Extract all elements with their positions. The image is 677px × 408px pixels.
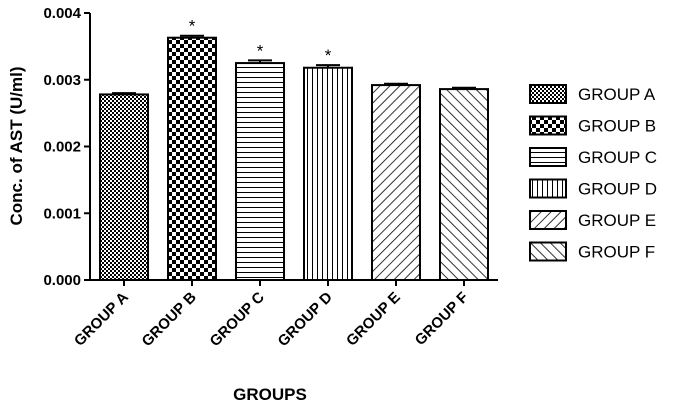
legend-item: GROUP A: [529, 84, 656, 104]
legend-label: GROUP A: [578, 85, 656, 104]
bar: [439, 88, 489, 281]
legend-label: GROUP E: [578, 211, 656, 230]
legend-item: GROUP B: [529, 115, 656, 136]
x-axis: GROUP A GROUP B GROUP C GROUP D GROUP E GROUP…: [71, 279, 498, 350]
significance-marker: *: [257, 41, 264, 60]
legend-item: GROUP D: [529, 178, 657, 199]
y-axis-title: Conc. of AST (U/ml): [7, 67, 26, 226]
y-tick-label: 0.000: [43, 272, 81, 289]
significance-marker: *: [189, 17, 196, 36]
significance-marker: *: [325, 46, 332, 65]
legend-swatch: [529, 178, 567, 199]
legend-swatch: [529, 241, 567, 262]
bar: [303, 66, 353, 281]
legend-label: GROUP C: [578, 148, 657, 167]
legend-label: GROUP D: [578, 180, 657, 199]
y-axis: 0.000 0.001 0.002 0.003 0.004: [43, 5, 91, 289]
bar: [99, 93, 149, 281]
bar: [167, 36, 217, 282]
legend: GROUP A GROUP B GROUP C GROUP D GROUP E GROUP…: [529, 84, 657, 262]
legend-item: GROUP C: [529, 147, 657, 167]
x-tick-label: GROUP D: [274, 289, 335, 350]
x-tick-label: GROUP B: [138, 289, 199, 350]
legend-label: GROUP F: [578, 243, 655, 262]
bar: [371, 84, 421, 281]
legend-label: GROUP B: [578, 117, 656, 136]
plot-area: * * *: [99, 17, 489, 282]
x-tick-label: GROUP A: [71, 289, 132, 350]
y-tick-label: 0.001: [43, 205, 81, 222]
x-tick-label: GROUP E: [343, 289, 404, 350]
legend-item: GROUP E: [529, 210, 656, 230]
y-tick-label: 0.002: [43, 139, 81, 156]
legend-swatch: [529, 84, 567, 104]
legend-item: GROUP F: [529, 241, 655, 262]
legend-swatch: [529, 115, 567, 136]
x-tick-label: GROUP C: [206, 289, 267, 350]
bar: [235, 62, 285, 281]
x-axis-title: GROUPS: [233, 385, 307, 404]
y-tick-label: 0.004: [43, 5, 81, 22]
legend-swatch: [529, 147, 567, 167]
legend-swatch: [529, 210, 567, 230]
y-tick-label: 0.003: [43, 72, 81, 89]
x-tick-label: GROUP F: [412, 289, 472, 349]
